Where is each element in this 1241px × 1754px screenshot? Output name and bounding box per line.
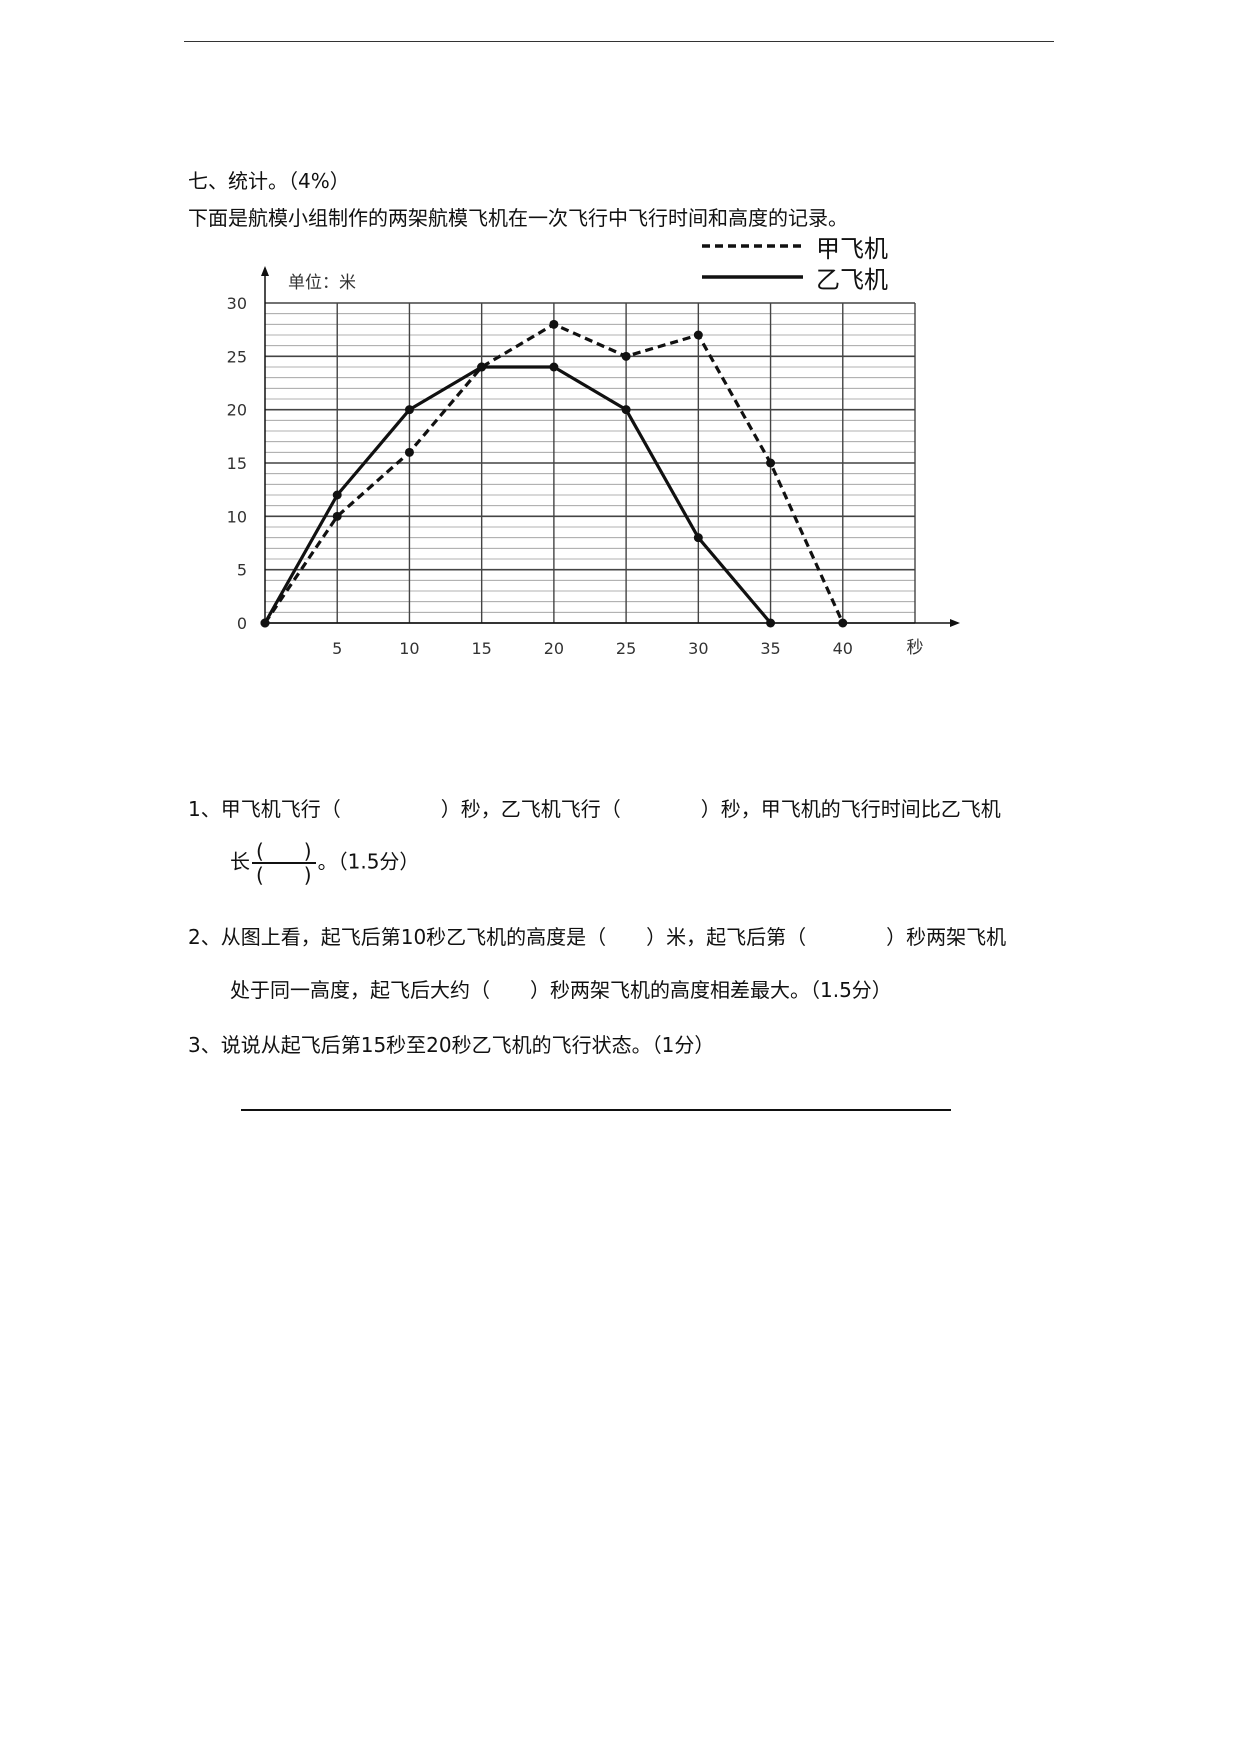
data-point <box>621 405 631 415</box>
data-point <box>404 405 414 415</box>
x-tick-label: 10 <box>399 639 419 658</box>
data-point <box>549 362 559 372</box>
question-1-suffix: 。（1.5分） <box>317 849 420 874</box>
header-rule <box>184 41 1054 42</box>
question-1-line-2: 长( )( ) 。（1.5分） <box>230 840 419 886</box>
legend-label-2: 乙飞机 <box>816 266 888 294</box>
x-tick-label: 25 <box>616 639 636 658</box>
question-2-line-1: 2、从图上看，起飞后第10秒乙飞机的高度是（ ）米，起飞后第（ ）秒两架飞机 <box>188 925 1007 949</box>
data-point <box>260 618 270 628</box>
section-intro: 下面是航模小组制作的两架航模飞机在一次飞行中飞行时间和高度的记录。 <box>188 206 848 230</box>
x-axis-label: 秒 <box>907 638 924 658</box>
y-tick-label: 20 <box>227 401 247 420</box>
y-tick-label: 5 <box>237 561 247 580</box>
data-point <box>838 618 848 628</box>
data-point <box>332 490 342 500</box>
data-point <box>404 447 414 457</box>
question-3: 3、说说从起飞后第15秒至20秒乙飞机的飞行状态。（1分） <box>188 1033 715 1057</box>
data-point <box>549 319 559 329</box>
x-axis-arrow-icon <box>950 619 960 627</box>
data-point <box>477 362 487 372</box>
y-axis-arrow-icon <box>261 266 269 276</box>
x-tick-label: 20 <box>544 639 564 658</box>
x-tick-label: 40 <box>833 639 853 658</box>
data-point <box>693 533 703 543</box>
y-tick-label: 15 <box>227 454 247 473</box>
legend-label-1: 甲飞机 <box>816 235 888 263</box>
data-point <box>621 351 631 361</box>
y-tick-label: 0 <box>237 614 247 633</box>
section-title: 七、统计。（4%） <box>188 169 350 193</box>
y-tick-label: 10 <box>227 507 247 526</box>
fraction-numerator: ( ) <box>252 840 316 864</box>
y-tick-label: 30 <box>227 294 247 313</box>
series-line-2 <box>263 365 772 625</box>
data-point <box>332 511 342 521</box>
question-1-line-1: 1、甲飞机飞行（ ）秒，乙飞机飞行（ ）秒，甲飞机的飞行时间比乙飞机 <box>188 797 1001 821</box>
fraction-denominator: ( ) <box>256 863 312 887</box>
y-axis-label: 单位：米 <box>288 273 356 293</box>
fraction-blank[interactable]: ( )( ) <box>252 840 316 886</box>
x-tick-label: 30 <box>688 639 708 658</box>
data-point <box>693 330 703 340</box>
question-2-line-2: 处于同一高度，起飞后大约（ ）秒两架飞机的高度相差最大。（1.5分） <box>230 978 892 1002</box>
x-tick-label: 35 <box>760 639 780 658</box>
question-1-prefix: 长 <box>230 849 250 874</box>
data-point <box>766 618 776 628</box>
x-tick-label: 15 <box>471 639 491 658</box>
answer-line[interactable] <box>241 1109 951 1111</box>
y-tick-label: 25 <box>227 347 247 366</box>
x-tick-label: 5 <box>332 639 342 658</box>
data-point <box>766 458 776 468</box>
